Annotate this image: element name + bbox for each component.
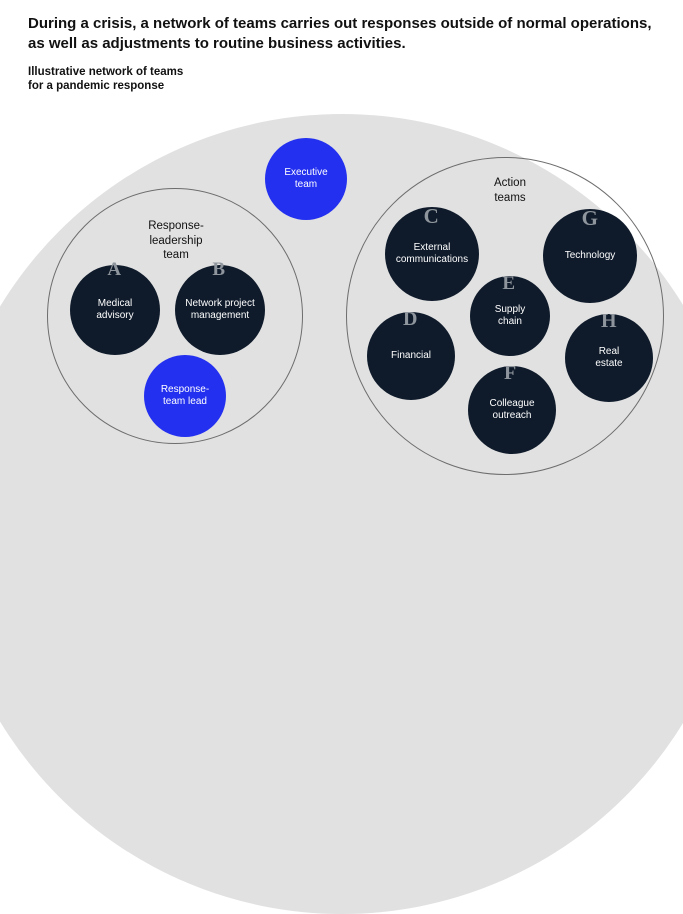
node-letter-G: G [582,206,598,231]
node-exec: Executiveteam [265,138,347,220]
node-letter-H: H [601,310,617,333]
node-letter-F: F [504,362,516,385]
node-lead: Response-team lead [144,355,226,437]
node-label-D: Financial [385,350,437,362]
node-label-F: Colleagueoutreach [483,398,540,422]
node-letter-B: B [212,259,225,281]
diagram-canvas: Response-leadershipteam Actionteams Execut… [0,94,683,454]
page-title: During a crisis, a network of teams carr… [0,0,683,55]
group-label-response: Response-leadershipteam [116,219,236,262]
node-label-lead: Response-team lead [155,384,215,408]
node-label-B: Network projectmanagement [179,298,260,322]
node-letter-E: E [502,273,515,295]
group-label-action: Actionteams [450,176,570,205]
node-letter-D: D [403,308,417,331]
node-label-exec: Executiveteam [278,167,333,191]
subtitle-line2: for a pandemic response [28,80,164,92]
node-label-E: Supplychain [489,304,532,328]
subtitle-line1: Illustrative network of teams [28,66,183,78]
node-label-A: Medicaladvisory [90,298,139,322]
node-letter-C: C [424,204,439,229]
node-label-C: Externalcommunications [390,242,474,266]
node-label-H: Realestate [589,346,628,370]
page-subtitle: Illustrative network of teams for a pand… [0,55,683,95]
node-letter-A: A [107,259,121,281]
node-label-G: Technology [559,250,622,262]
